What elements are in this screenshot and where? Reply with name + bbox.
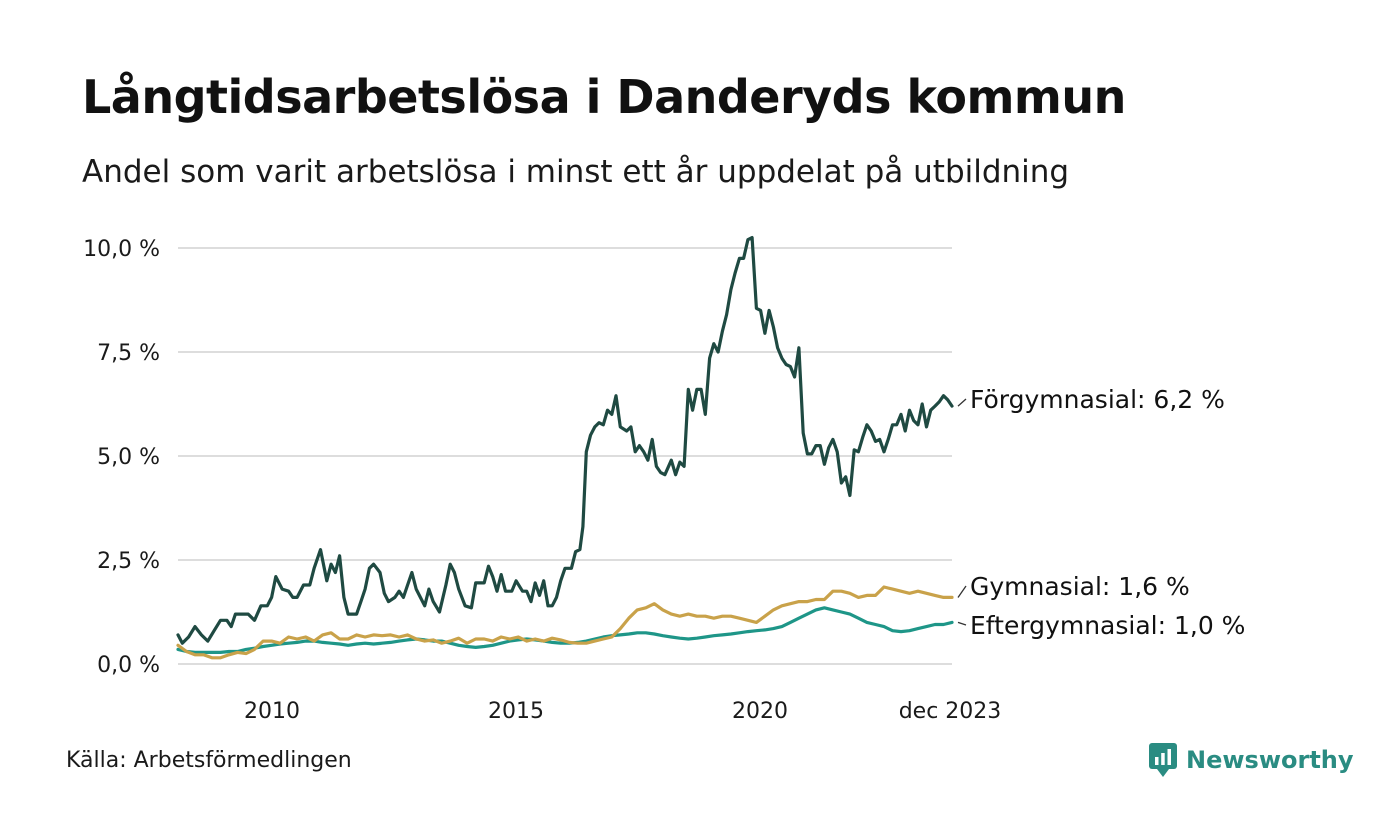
end-label-connector [957, 398, 967, 407]
y-axis: 0,0 % 2,5 % 5,0 % 7,5 % 10,0 % [83, 237, 160, 678]
end-label-gymnasial: Gymnasial: 1,6 % [970, 572, 1190, 601]
x-tick-label: 2010 [244, 699, 300, 724]
series-end-labels: Förgymnasial: 6,2 % Gymnasial: 1,6 % Efter… [957, 385, 1245, 640]
grid-lines [178, 247, 952, 665]
end-label-förgymnasial: Förgymnasial: 6,2 % [970, 385, 1225, 414]
series-line-förgymnasial [176, 236, 954, 645]
x-tick-label: 2020 [732, 699, 788, 724]
chart-subtitle: Andel som varit arbetslösa i minst ett å… [82, 154, 1070, 190]
end-label-eftergymnasial: Eftergymnasial: 1,0 % [970, 611, 1245, 640]
newsworthy-logo: Newsworthy [1148, 742, 1354, 778]
end-label-connector [957, 585, 967, 598]
series-line-eftergymnasial [176, 606, 954, 654]
y-tick-label: 5,0 % [97, 445, 160, 470]
y-tick-label: 0,0 % [97, 653, 160, 678]
y-tick-label: 7,5 % [97, 341, 160, 366]
series-lines [176, 236, 954, 660]
end-label-connector [957, 621, 967, 626]
chart-title: Långtidsarbetslösa i Danderyds kommun [82, 70, 1126, 124]
source-note: Källa: Arbetsförmedlingen [66, 748, 352, 773]
newsworthy-logo-icon [1149, 743, 1177, 777]
x-tick-label: 2015 [488, 699, 544, 724]
y-tick-label: 2,5 % [97, 549, 160, 574]
series-line-gymnasial [176, 585, 954, 660]
brand-name: Newsworthy [1186, 746, 1354, 774]
x-tick-label: dec 2023 [899, 699, 1002, 724]
y-tick-label: 10,0 % [83, 237, 160, 262]
x-axis: 2010 2015 2020 dec 2023 [244, 699, 1001, 724]
